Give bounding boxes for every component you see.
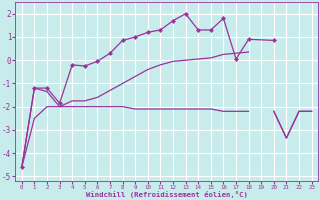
X-axis label: Windchill (Refroidissement éolien,°C): Windchill (Refroidissement éolien,°C) (86, 191, 248, 198)
